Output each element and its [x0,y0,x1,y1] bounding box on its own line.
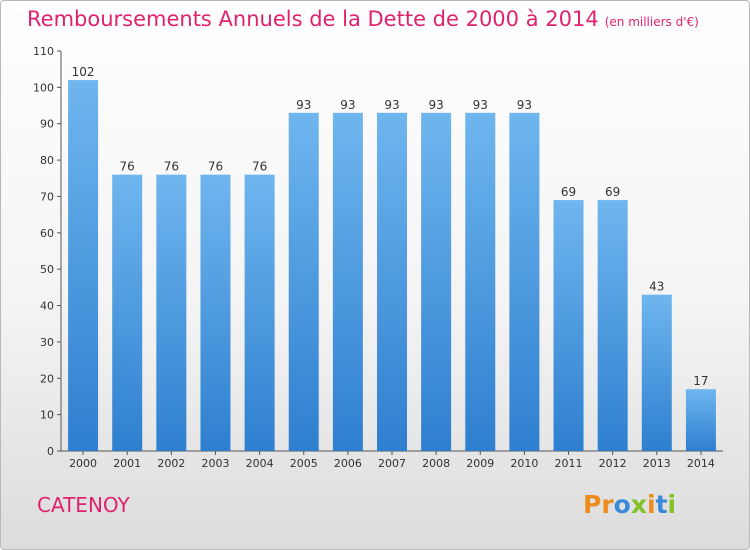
bar-2002 [156,174,187,452]
bar-2011 [553,200,584,451]
x-tick-label: 2001 [113,457,141,470]
y-tick-label: 90 [40,118,54,131]
x-tick-label: 2014 [687,457,715,470]
bar-value-label: 93 [517,98,532,112]
bar-2004 [244,174,275,452]
x-tick-label: 2007 [378,457,406,470]
bar-value-label: 76 [120,160,135,174]
bar-value-label: 76 [164,160,179,174]
title-unit: (en milliers d'€) [604,15,699,29]
commune-name: CATENOY [37,493,130,517]
x-tick-label: 2004 [246,457,274,470]
y-tick-label: 20 [40,372,54,385]
bar-2012 [597,200,628,451]
y-tick-label: 50 [40,263,54,276]
x-tick-label: 2000 [69,457,97,470]
bar-2003 [200,174,231,452]
bar-value-label: 93 [296,98,311,112]
bars: 102 76 76 76 76 93 93 93 93 93 93 69 69 43 17 [68,65,716,452]
bar-2010 [509,112,540,452]
y-tick-label: 70 [40,190,54,203]
x-tick-label: 2013 [643,457,671,470]
proxiti-logo: Proxiti [583,490,677,519]
x-tick-label: 2008 [422,457,450,470]
bar-value-label: 76 [252,160,267,174]
bar-2006 [332,112,363,452]
y-tick-label: 30 [40,336,54,349]
bar-2005 [288,112,319,452]
bar-value-label: 93 [428,98,443,112]
x-tick-label: 2011 [555,457,583,470]
y-tick-label: 80 [40,154,54,167]
y-tick-label: 100 [33,81,54,94]
x-tick-label: 2012 [599,457,627,470]
bar-value-label: 93 [384,98,399,112]
x-tick-label: 2003 [201,457,229,470]
axes: 0 10 20 30 40 50 60 70 80 90 100 110 2000 2001 2002 200… [33,45,723,470]
y-tick-label: 40 [40,300,54,313]
x-tick-label: 2005 [290,457,318,470]
bar-2000 [68,80,99,451]
x-tick-label: 2010 [510,457,538,470]
bar-value-label: 17 [693,374,708,388]
x-tick-label: 2002 [157,457,185,470]
y-tick-label: 110 [33,45,54,58]
x-tick-label: 2009 [466,457,494,470]
bar-value-label: 76 [208,160,223,174]
bar-value-label: 93 [340,98,355,112]
bar-2007 [377,112,407,452]
bar-value-label: 102 [72,65,95,79]
bar-2009 [465,112,496,452]
y-tick-label: 10 [40,409,54,422]
bar-2001 [112,174,143,452]
bar-value-label: 43 [649,280,664,294]
chart-title: Remboursements Annuels de la Dette de 20… [27,7,699,31]
bar-value-label: 69 [605,185,620,199]
bar-2013 [641,294,672,451]
bar-2014 [685,389,716,451]
y-tick-label: 0 [47,445,54,458]
y-tick-label: 60 [40,227,54,240]
bar-2008 [421,112,452,452]
title-text: Remboursements Annuels de la Dette de 20… [27,7,599,31]
x-tick-label: 2006 [334,457,362,470]
bar-value-label: 69 [561,185,576,199]
bar-value-label: 93 [473,98,488,112]
